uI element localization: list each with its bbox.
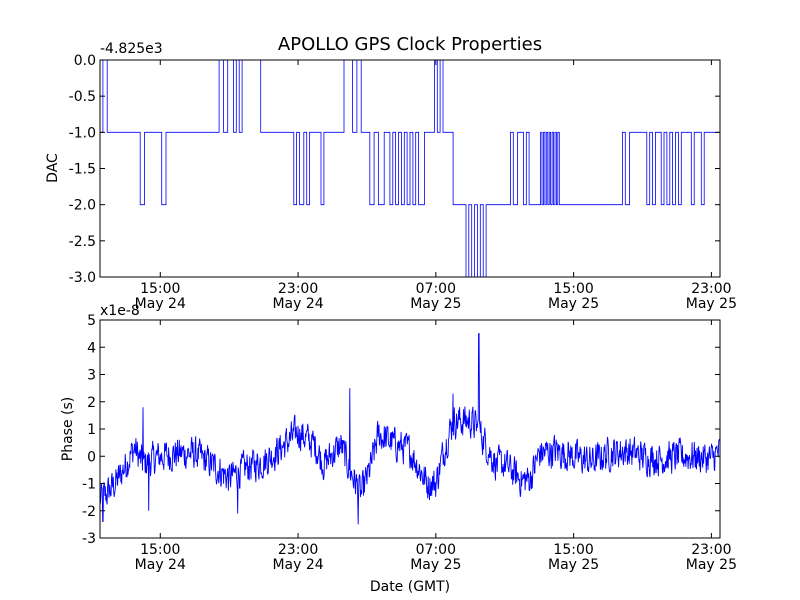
ytick-label: -3: [82, 531, 96, 547]
ytick-label: -1.0: [69, 125, 96, 141]
xtick-date-label: May 25: [410, 296, 461, 312]
xtick-time-label: 15:00: [553, 281, 593, 297]
xtick-time-label: 07:00: [416, 542, 456, 558]
phase-series: [99, 333, 721, 525]
xtick-date-label: May 24: [272, 557, 323, 573]
ytick-label: 0.0: [74, 53, 96, 69]
phase-ylabel: Phase (s): [60, 397, 76, 461]
xtick-time-label: 23:00: [691, 281, 731, 297]
phase-yaxis: 5 4 3 2 1 0 -1 -2 -3: [82, 313, 720, 547]
ytick-label: 3: [87, 368, 96, 384]
xtick-date-label: May 24: [135, 557, 186, 573]
dac-series: [100, 59, 720, 278]
phase-xlabel: Date (GMT): [370, 579, 450, 595]
ytick-label: 2: [87, 395, 96, 411]
ytick-label: -1: [82, 477, 96, 493]
ytick-label: 4: [87, 340, 96, 356]
xtick-time-label: 23:00: [278, 281, 318, 297]
ytick-label: -3.0: [69, 270, 96, 286]
xtick-time-label: 23:00: [278, 542, 318, 558]
phase-offset-label: x1e-8: [100, 303, 140, 319]
ytick-label: -1.5: [69, 162, 96, 178]
figure-title: APOLLO GPS Clock Properties: [278, 34, 542, 55]
xtick-time-label: 23:00: [691, 542, 731, 558]
xtick-time-label: 15:00: [140, 542, 180, 558]
xtick-date-label: May 24: [135, 296, 186, 312]
xtick-time-label: 15:00: [553, 542, 593, 558]
ytick-label: 5: [87, 313, 96, 329]
dac-panel: -4.825e3 DAC 0.0 -0.5 -1.0 -1.5 -2.0 -2.5 -3.0…: [45, 41, 737, 312]
series-line-0: [100, 59, 720, 278]
xtick-date-label: May 25: [686, 296, 737, 312]
xtick-date-label: May 25: [686, 557, 737, 573]
dac-yaxis: 0.0 -0.5 -1.0 -1.5 -2.0 -2.5 -3.0: [69, 53, 720, 286]
xtick-date-label: May 25: [548, 557, 599, 573]
xtick-date-label: May 24: [272, 296, 323, 312]
dac-offset-label: -4.825e3: [100, 41, 163, 57]
ytick-label: 1: [87, 422, 96, 438]
series-line-0: [99, 333, 721, 525]
dac-ylabel: DAC: [45, 153, 61, 183]
ytick-label: 0: [87, 449, 96, 465]
xtick-date-label: May 25: [548, 296, 599, 312]
ytick-label: -0.5: [69, 89, 96, 105]
ytick-label: -2.5: [69, 234, 96, 250]
xtick-date-label: May 25: [410, 557, 461, 573]
xtick-time-label: 15:00: [140, 281, 180, 297]
ytick-label: -2.0: [69, 198, 96, 214]
xtick-time-label: 07:00: [416, 281, 456, 297]
ytick-label: -2: [82, 504, 96, 520]
